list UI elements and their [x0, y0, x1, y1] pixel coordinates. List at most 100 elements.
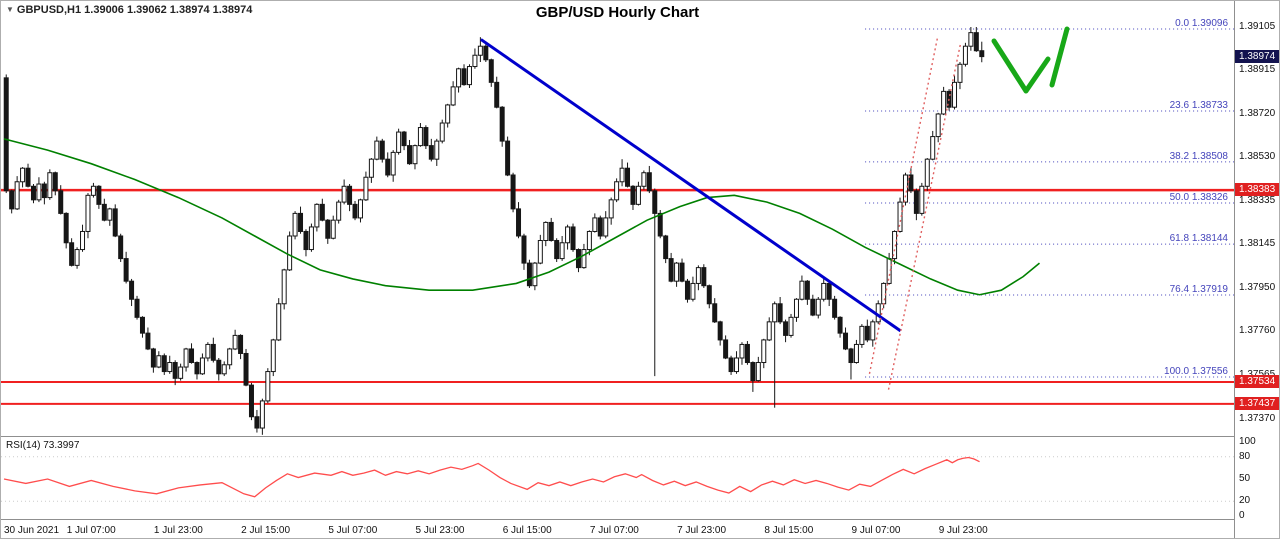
rsi-axis-label: 0 [1239, 510, 1245, 521]
candle-body [69, 242, 75, 266]
candle-body [630, 185, 636, 205]
candle-body [723, 339, 729, 359]
candle-body [270, 339, 276, 373]
candle-body [134, 298, 140, 318]
ascending-channel-line[interactable] [887, 43, 962, 390]
candle-body [156, 355, 162, 368]
candle-body [243, 352, 249, 386]
symbol-dropdown-icon[interactable]: ▼ [6, 5, 14, 14]
check-mark-icon [991, 38, 1051, 94]
candle-body [526, 262, 532, 287]
candle-body [227, 348, 233, 366]
candle-body [788, 316, 794, 336]
candle-body [663, 235, 669, 260]
fibonacci-retracement[interactable]: 0.0 1.39096 23.6 1.38733 38.2 1.38508 50.0 … [865, 18, 1234, 378]
candle-body [396, 131, 402, 153]
level-price-tag: 1.38383 [1235, 183, 1279, 197]
candle-body [20, 167, 26, 183]
price-axis-label: 1.37565 [1239, 369, 1275, 381]
candle-body [276, 303, 282, 341]
candle-body [810, 298, 816, 316]
candle-body [570, 226, 576, 251]
candle-body [597, 217, 603, 237]
descending-trendline[interactable] [480, 38, 902, 333]
candle-body [390, 151, 396, 176]
candle-body [36, 183, 42, 201]
candle-body [674, 262, 680, 282]
candle-body [428, 145, 434, 160]
candle-body [559, 242, 565, 260]
price-axis[interactable]: 1.39105 1.38915 1.38720 1.38530 1.38335 1.381… [1234, 1, 1279, 538]
price-axis-label: 1.38720 [1239, 107, 1276, 119]
candle-body [96, 185, 102, 205]
candle-body [494, 81, 500, 108]
candle-body [614, 181, 620, 201]
candle-body [930, 136, 936, 160]
candle-body [205, 343, 211, 359]
candle-body [690, 282, 696, 300]
price-axis-label: 1.37950 [1239, 281, 1276, 293]
candle-body [47, 172, 53, 199]
rsi-indicator-pane[interactable]: RSI(14) 73.3997 [1, 438, 1234, 520]
green-check-annotation [991, 26, 1070, 94]
candle-body [265, 371, 271, 402]
candle-body [472, 54, 478, 68]
candle-body [668, 258, 674, 282]
candle-body [178, 366, 184, 379]
candle-body [913, 190, 919, 214]
candle-body [90, 185, 96, 196]
candle-body [739, 343, 745, 359]
candle-body [407, 145, 413, 165]
candle-body [456, 68, 462, 88]
candle-body [172, 362, 178, 379]
candle-body [25, 167, 31, 187]
candle-body [3, 77, 9, 192]
candle-body [799, 280, 805, 300]
candle-body [505, 140, 511, 176]
candle-body [532, 262, 538, 287]
candle-body [434, 140, 440, 160]
price-axis-label: 1.38530 [1239, 150, 1276, 162]
candle-body [281, 269, 287, 305]
candle-body [183, 348, 189, 368]
candle-body [848, 348, 854, 364]
candle-body [210, 343, 216, 361]
symbol-info-bar: ▼ GBPUSD,H1 1.39006 1.39062 1.38974 1.389… [6, 4, 252, 16]
rsi-canvas [1, 456, 1234, 502]
candle-body [979, 50, 985, 58]
candle-body [287, 235, 293, 271]
time-axis-label: 9 Jul 07:00 [851, 525, 901, 536]
price-chart-pane[interactable]: 0.0 1.39096 23.6 1.38733 38.2 1.38508 50.0 … [1, 1, 1234, 437]
horizontal-level-lines[interactable] [1, 188, 1234, 405]
candle-body [712, 303, 718, 323]
time-axis[interactable]: 30 Jun 2021 1 Jul 07:00 1 Jul 23:00 2 Jul 1… [1, 521, 1234, 538]
candle-body [123, 258, 129, 282]
candle-body [864, 325, 870, 341]
candle-body [357, 199, 363, 219]
candle-body [85, 194, 91, 232]
fib-level-label: 0.0 1.39096 [1175, 18, 1228, 29]
candle-body [477, 45, 483, 56]
candle-body [101, 203, 107, 221]
level-price-tag: 1.37437 [1235, 396, 1279, 410]
candle-body [755, 362, 761, 382]
candle-body [112, 208, 118, 237]
candle-body [619, 167, 625, 183]
candle-body [586, 230, 592, 251]
rsi-axis-label: 80 [1239, 450, 1251, 462]
candle-body [766, 321, 772, 341]
time-axis-label: 1 Jul 07:00 [66, 525, 116, 536]
candle-body [259, 400, 265, 429]
ascending-channel-line[interactable] [868, 37, 939, 374]
candle-body [314, 203, 320, 228]
candle-body [592, 217, 598, 232]
candle-body [603, 217, 609, 237]
candle-body [657, 212, 663, 237]
price-axis-label: 1.37760 [1239, 324, 1276, 336]
candle-body [859, 325, 865, 345]
candle-body [129, 280, 135, 300]
price-axis-label: 1.37370 [1239, 413, 1276, 424]
candle-body [14, 181, 20, 210]
candle-body [483, 45, 489, 61]
